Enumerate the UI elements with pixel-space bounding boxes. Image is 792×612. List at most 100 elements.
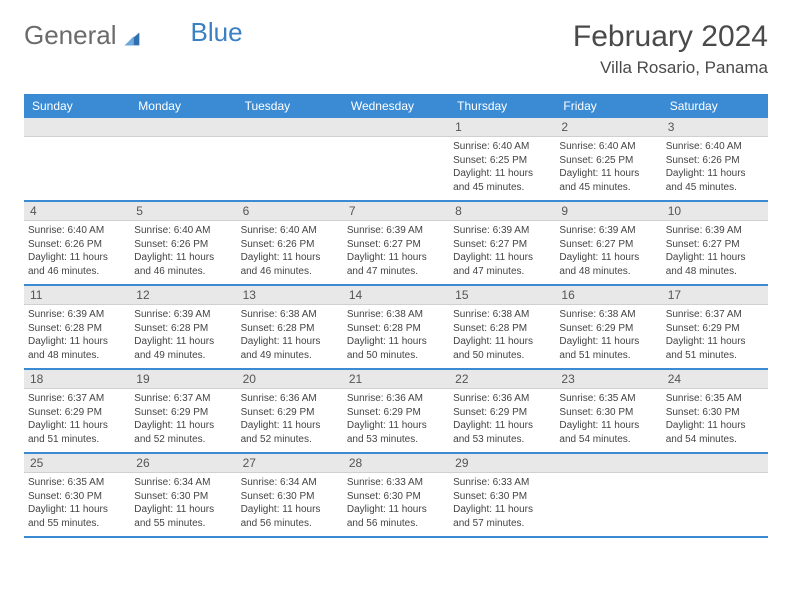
day-details: Sunrise: 6:35 AMSunset: 6:30 PMDaylight:… bbox=[24, 473, 130, 536]
day-details: Sunrise: 6:34 AMSunset: 6:30 PMDaylight:… bbox=[237, 473, 343, 536]
day-cell: 10Sunrise: 6:39 AMSunset: 6:27 PMDayligh… bbox=[662, 202, 768, 284]
sunrise-text: Sunrise: 6:33 AM bbox=[453, 476, 551, 490]
sunset-text: Sunset: 6:29 PM bbox=[453, 406, 551, 420]
week-row: 4Sunrise: 6:40 AMSunset: 6:26 PMDaylight… bbox=[24, 202, 768, 286]
daylight-text: Daylight: 11 hours and 45 minutes. bbox=[559, 167, 657, 194]
sunrise-text: Sunrise: 6:34 AM bbox=[241, 476, 339, 490]
day-number: 29 bbox=[449, 454, 555, 473]
sunset-text: Sunset: 6:29 PM bbox=[347, 406, 445, 420]
sunrise-text: Sunrise: 6:38 AM bbox=[453, 308, 551, 322]
daylight-text: Daylight: 11 hours and 54 minutes. bbox=[666, 419, 764, 446]
brand-logo: General Blue bbox=[24, 20, 243, 51]
daylight-text: Daylight: 11 hours and 45 minutes. bbox=[453, 167, 551, 194]
day-cell: 22Sunrise: 6:36 AMSunset: 6:29 PMDayligh… bbox=[449, 370, 555, 452]
daylight-text: Daylight: 11 hours and 46 minutes. bbox=[134, 251, 232, 278]
day-cell bbox=[343, 118, 449, 200]
day-details: Sunrise: 6:36 AMSunset: 6:29 PMDaylight:… bbox=[449, 389, 555, 452]
sunset-text: Sunset: 6:27 PM bbox=[666, 238, 764, 252]
sunrise-text: Sunrise: 6:40 AM bbox=[666, 140, 764, 154]
sunrise-text: Sunrise: 6:39 AM bbox=[453, 224, 551, 238]
daylight-text: Daylight: 11 hours and 48 minutes. bbox=[666, 251, 764, 278]
day-details: Sunrise: 6:33 AMSunset: 6:30 PMDaylight:… bbox=[449, 473, 555, 536]
day-number bbox=[343, 118, 449, 137]
day-cell bbox=[662, 454, 768, 536]
dow-wednesday: Wednesday bbox=[343, 94, 449, 118]
sunset-text: Sunset: 6:28 PM bbox=[241, 322, 339, 336]
sunrise-text: Sunrise: 6:37 AM bbox=[28, 392, 126, 406]
day-number bbox=[662, 454, 768, 473]
daylight-text: Daylight: 11 hours and 48 minutes. bbox=[28, 335, 126, 362]
day-cell: 8Sunrise: 6:39 AMSunset: 6:27 PMDaylight… bbox=[449, 202, 555, 284]
daylight-text: Daylight: 11 hours and 46 minutes. bbox=[28, 251, 126, 278]
day-number: 23 bbox=[555, 370, 661, 389]
day-details: Sunrise: 6:38 AMSunset: 6:28 PMDaylight:… bbox=[343, 305, 449, 368]
day-cell: 25Sunrise: 6:35 AMSunset: 6:30 PMDayligh… bbox=[24, 454, 130, 536]
day-number: 4 bbox=[24, 202, 130, 221]
day-details: Sunrise: 6:37 AMSunset: 6:29 PMDaylight:… bbox=[130, 389, 236, 452]
day-cell bbox=[555, 454, 661, 536]
day-details: Sunrise: 6:39 AMSunset: 6:27 PMDaylight:… bbox=[449, 221, 555, 284]
dow-monday: Monday bbox=[130, 94, 236, 118]
day-cell: 17Sunrise: 6:37 AMSunset: 6:29 PMDayligh… bbox=[662, 286, 768, 368]
day-cell: 2Sunrise: 6:40 AMSunset: 6:25 PMDaylight… bbox=[555, 118, 661, 200]
dow-sunday: Sunday bbox=[24, 94, 130, 118]
dow-friday: Friday bbox=[555, 94, 661, 118]
dow-saturday: Saturday bbox=[662, 94, 768, 118]
sunset-text: Sunset: 6:30 PM bbox=[666, 406, 764, 420]
sunrise-text: Sunrise: 6:38 AM bbox=[241, 308, 339, 322]
sunrise-text: Sunrise: 6:39 AM bbox=[666, 224, 764, 238]
sunrise-text: Sunrise: 6:38 AM bbox=[347, 308, 445, 322]
sunrise-text: Sunrise: 6:40 AM bbox=[559, 140, 657, 154]
day-number bbox=[24, 118, 130, 137]
day-cell: 24Sunrise: 6:35 AMSunset: 6:30 PMDayligh… bbox=[662, 370, 768, 452]
sail-icon bbox=[121, 25, 143, 47]
page-header: General Blue February 2024 Villa Rosario… bbox=[24, 20, 768, 78]
day-number: 14 bbox=[343, 286, 449, 305]
day-details: Sunrise: 6:40 AMSunset: 6:26 PMDaylight:… bbox=[237, 221, 343, 284]
sunset-text: Sunset: 6:29 PM bbox=[666, 322, 764, 336]
day-cell: 20Sunrise: 6:36 AMSunset: 6:29 PMDayligh… bbox=[237, 370, 343, 452]
daylight-text: Daylight: 11 hours and 57 minutes. bbox=[453, 503, 551, 530]
daylight-text: Daylight: 11 hours and 51 minutes. bbox=[28, 419, 126, 446]
day-cell bbox=[24, 118, 130, 200]
day-cell: 15Sunrise: 6:38 AMSunset: 6:28 PMDayligh… bbox=[449, 286, 555, 368]
day-number bbox=[130, 118, 236, 137]
sunrise-text: Sunrise: 6:39 AM bbox=[28, 308, 126, 322]
sunset-text: Sunset: 6:27 PM bbox=[453, 238, 551, 252]
sunset-text: Sunset: 6:28 PM bbox=[453, 322, 551, 336]
daylight-text: Daylight: 11 hours and 53 minutes. bbox=[453, 419, 551, 446]
day-number: 16 bbox=[555, 286, 661, 305]
day-details: Sunrise: 6:39 AMSunset: 6:28 PMDaylight:… bbox=[130, 305, 236, 368]
day-number: 22 bbox=[449, 370, 555, 389]
day-details: Sunrise: 6:33 AMSunset: 6:30 PMDaylight:… bbox=[343, 473, 449, 536]
brand-part2: Blue bbox=[191, 17, 243, 48]
day-number: 28 bbox=[343, 454, 449, 473]
sunrise-text: Sunrise: 6:36 AM bbox=[241, 392, 339, 406]
calendar-grid: Sunday Monday Tuesday Wednesday Thursday… bbox=[24, 94, 768, 538]
sunset-text: Sunset: 6:30 PM bbox=[559, 406, 657, 420]
daylight-text: Daylight: 11 hours and 49 minutes. bbox=[134, 335, 232, 362]
day-number: 24 bbox=[662, 370, 768, 389]
sunset-text: Sunset: 6:26 PM bbox=[666, 154, 764, 168]
daylight-text: Daylight: 11 hours and 56 minutes. bbox=[241, 503, 339, 530]
sunrise-text: Sunrise: 6:39 AM bbox=[559, 224, 657, 238]
daylight-text: Daylight: 11 hours and 47 minutes. bbox=[453, 251, 551, 278]
day-number: 15 bbox=[449, 286, 555, 305]
daylight-text: Daylight: 11 hours and 52 minutes. bbox=[241, 419, 339, 446]
day-cell: 7Sunrise: 6:39 AMSunset: 6:27 PMDaylight… bbox=[343, 202, 449, 284]
day-cell: 9Sunrise: 6:39 AMSunset: 6:27 PMDaylight… bbox=[555, 202, 661, 284]
day-of-week-header: Sunday Monday Tuesday Wednesday Thursday… bbox=[24, 94, 768, 118]
daylight-text: Daylight: 11 hours and 54 minutes. bbox=[559, 419, 657, 446]
sunset-text: Sunset: 6:26 PM bbox=[28, 238, 126, 252]
day-cell: 11Sunrise: 6:39 AMSunset: 6:28 PMDayligh… bbox=[24, 286, 130, 368]
day-details: Sunrise: 6:35 AMSunset: 6:30 PMDaylight:… bbox=[555, 389, 661, 452]
sunrise-text: Sunrise: 6:38 AM bbox=[559, 308, 657, 322]
sunset-text: Sunset: 6:28 PM bbox=[28, 322, 126, 336]
day-number: 18 bbox=[24, 370, 130, 389]
daylight-text: Daylight: 11 hours and 49 minutes. bbox=[241, 335, 339, 362]
sunrise-text: Sunrise: 6:39 AM bbox=[347, 224, 445, 238]
day-details: Sunrise: 6:37 AMSunset: 6:29 PMDaylight:… bbox=[24, 389, 130, 452]
sunrise-text: Sunrise: 6:40 AM bbox=[453, 140, 551, 154]
sunrise-text: Sunrise: 6:40 AM bbox=[134, 224, 232, 238]
sunrise-text: Sunrise: 6:34 AM bbox=[134, 476, 232, 490]
